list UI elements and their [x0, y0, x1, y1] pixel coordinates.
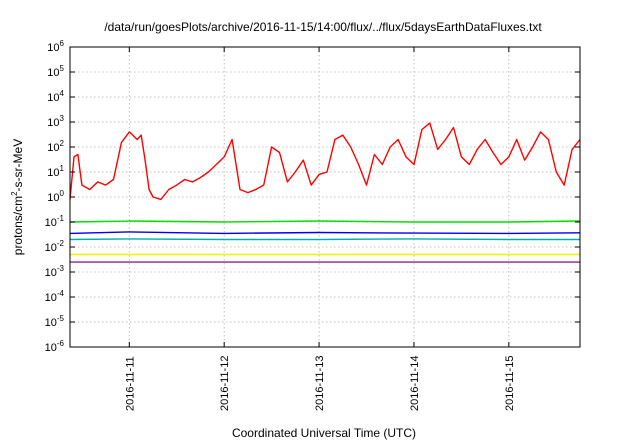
x-tick-label: 2016-11-11: [124, 356, 136, 411]
x-tick-label: 2016-11-14: [409, 356, 421, 411]
y-tick-label: 10-3: [45, 264, 65, 279]
y-tick-label: 10-1: [45, 214, 65, 229]
y-tick-label: 105: [47, 64, 64, 79]
series-line-1: [69, 220, 581, 223]
y-tick-label: 10-6: [45, 339, 65, 354]
x-tick-label: 2016-11-15: [504, 356, 516, 411]
series-line-0: [69, 122, 581, 201]
y-tick-label: 10-2: [45, 239, 65, 254]
y-axis-label-base: protons/cm: [11, 196, 25, 255]
x-axis-ticks: 2016-11-11 2016-11-12 2016-11-13 2016-11-14…: [124, 47, 516, 411]
y-tick-label: 104: [47, 89, 64, 104]
series-line-3: [69, 238, 580, 241]
x-tick-label: 2016-11-13: [314, 356, 326, 411]
series-line-2: [69, 231, 581, 235]
y-tick-label: 10-5: [45, 314, 65, 329]
y-axis-label-sup: 2: [10, 191, 19, 196]
y-axis-ticks: 10-6 10-5 10-4 10-3 10-2 10-1 100 101 102 103 104 1…: [45, 39, 580, 354]
y-tick-label: 106: [47, 39, 64, 54]
y-tick-label: 103: [47, 114, 64, 129]
y-axis-label: protons/cm2-s-sr-MeV: [10, 139, 25, 255]
y-tick-label: 102: [47, 139, 64, 154]
y-tick-label: 100: [47, 189, 64, 204]
x-axis-label: Coordinated Universal Time (UTC): [232, 426, 416, 440]
grid: [70, 47, 580, 347]
y-tick-label: 10-4: [45, 289, 65, 304]
series-group: [69, 122, 581, 263]
x-tick-label: 2016-11-12: [219, 356, 231, 411]
y-axis-label-rest: -s-sr-MeV: [11, 139, 25, 192]
chart-title: /data/run/goesPlots/archive/2016-11-15/1…: [104, 20, 542, 34]
y-tick-label: 101: [47, 164, 64, 179]
